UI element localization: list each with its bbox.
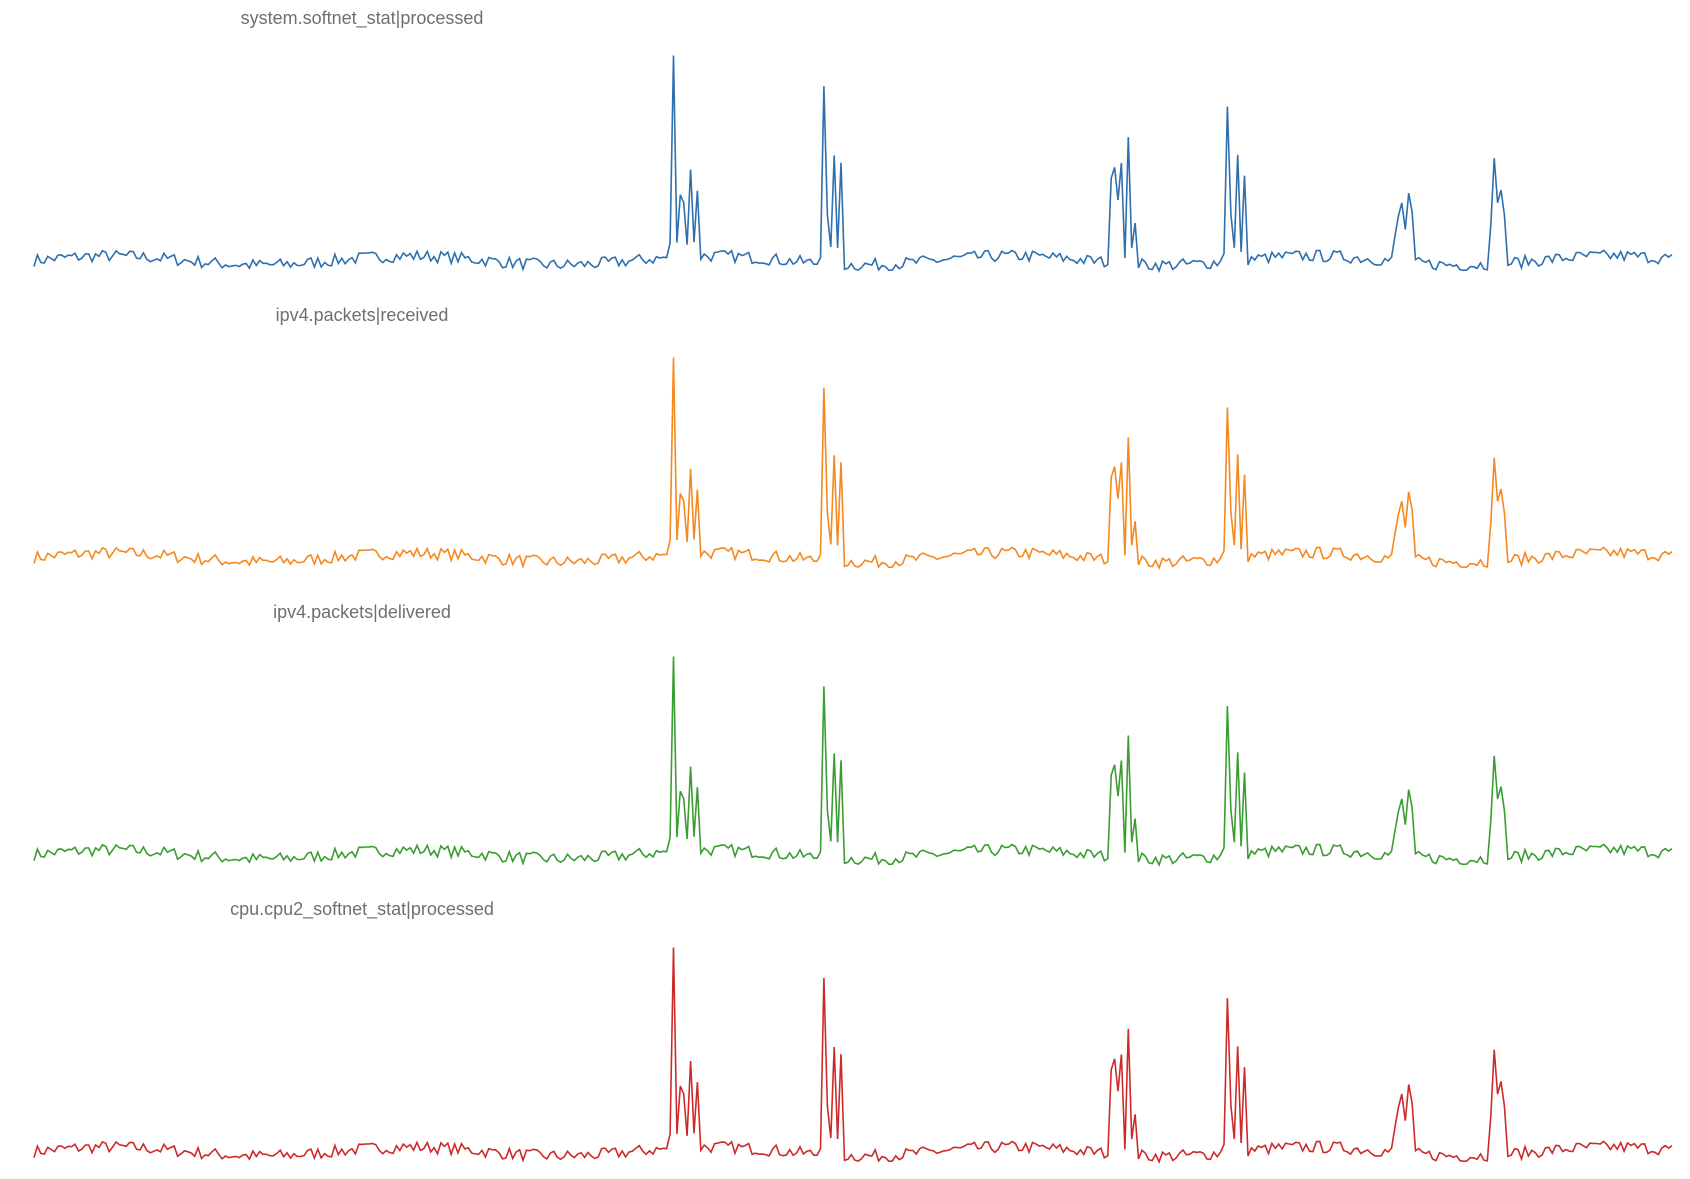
series-line: [33, 656, 1673, 868]
panel-title: ipv4.packets|received: [276, 305, 449, 325]
panel-title: ipv4.packets|delivered: [273, 602, 451, 622]
series-line: [33, 947, 1673, 1165]
panel-title: system.softnet_stat|processed: [241, 8, 484, 29]
panel-cpu2-softnet-processed: cpu.cpu2_softnet_stat|processed: [33, 899, 1673, 1165]
series-line: [33, 357, 1673, 571]
panel-title: cpu.cpu2_softnet_stat|processed: [230, 899, 494, 920]
panel-packets-delivered: ipv4.packets|delivered: [33, 602, 1673, 868]
series-line: [33, 55, 1673, 274]
panel-softnet-processed: system.softnet_stat|processed: [33, 8, 1673, 274]
panel-packets-received: ipv4.packets|received: [33, 305, 1673, 571]
